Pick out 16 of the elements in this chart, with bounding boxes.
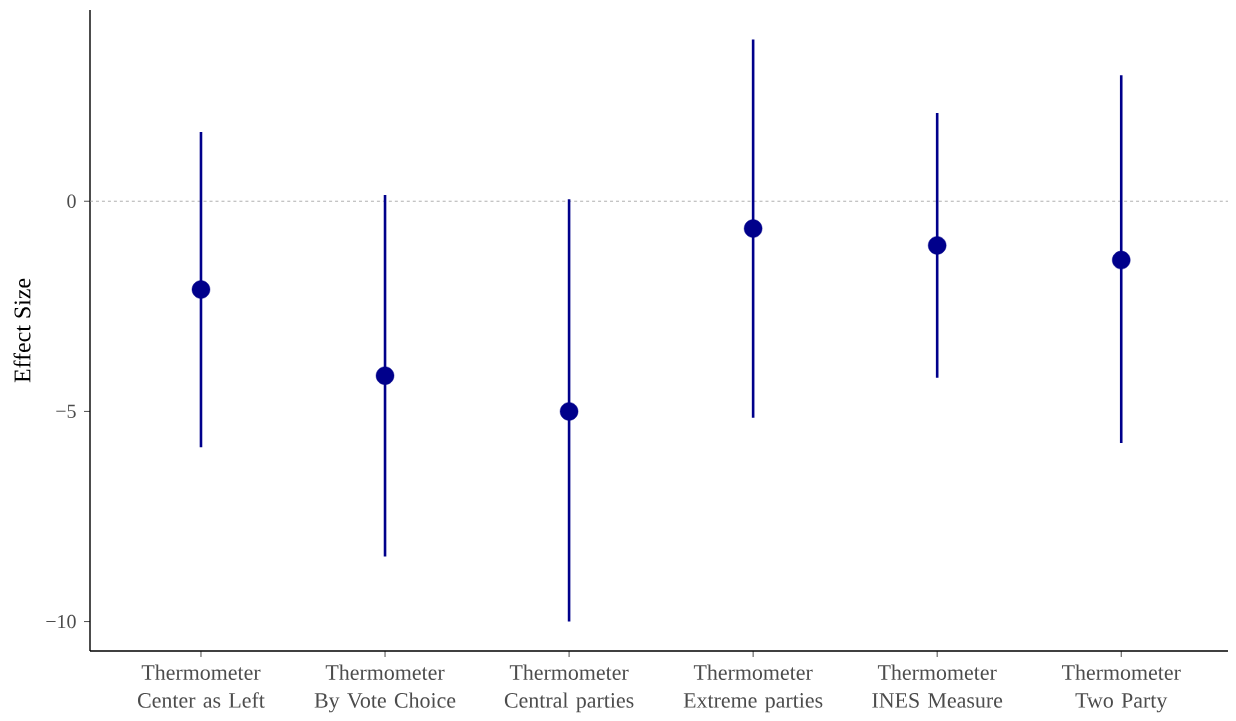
point [927, 236, 947, 255]
point [559, 402, 579, 421]
point [1112, 250, 1131, 270]
y-tick-label: −5 [56, 404, 76, 419]
point [743, 219, 763, 238]
x-tick-label: Thermometer By Vote Choice [314, 664, 456, 713]
x-tick-label: Thermometer Central parties [504, 664, 634, 713]
x-tick-label: Thermometer Extreme parties [683, 664, 823, 713]
x-tick-label: Thermometer INES Measure [872, 664, 1003, 708]
y-tick-label: −10 [46, 614, 76, 629]
y-axis-title: Effect Size [13, 278, 31, 383]
point [375, 366, 395, 385]
x-tick-label: Thermometer Two Party [1061, 664, 1181, 713]
y-tick-label: 0 [67, 194, 76, 208]
point [191, 280, 211, 299]
x-tick-label: Thermometer Center as Left [137, 664, 265, 708]
